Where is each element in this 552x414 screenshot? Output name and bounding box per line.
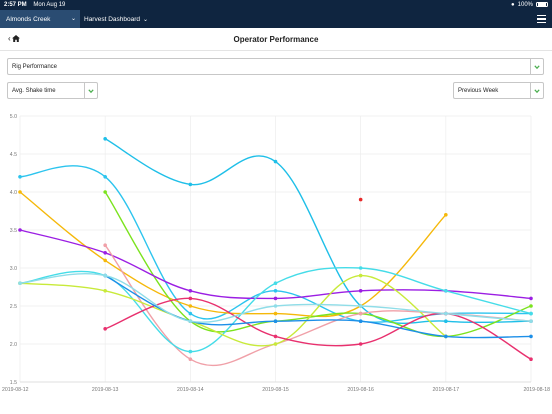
data-point xyxy=(18,281,22,285)
data-point xyxy=(103,289,107,293)
data-point xyxy=(529,304,533,308)
data-point xyxy=(273,159,278,164)
performance-select-value: Rig Performance xyxy=(12,63,58,70)
data-point xyxy=(103,258,107,263)
data-point xyxy=(103,251,107,255)
data-point xyxy=(529,311,533,316)
data-point xyxy=(444,311,448,316)
data-point xyxy=(273,319,278,323)
chevron-down-icon: ⌄ xyxy=(70,15,76,22)
top-nav: Almonds Creek ⌄ Harvest Dashboard ⌄ xyxy=(0,10,552,28)
y-tick-label: 2.0 xyxy=(10,342,17,348)
data-point xyxy=(103,190,107,194)
x-tick-label: 2019-08-12 xyxy=(2,387,29,393)
period-select[interactable]: Previous Week xyxy=(453,82,544,99)
chevron-down-icon xyxy=(84,83,97,98)
data-point xyxy=(188,182,193,187)
data-point xyxy=(273,281,278,285)
battery-icon xyxy=(536,1,548,8)
data-point xyxy=(444,213,448,217)
y-tick-label: 1.5 xyxy=(10,380,17,386)
dashboard-selector[interactable]: Harvest Dashboard ⌄ xyxy=(84,10,148,28)
data-point xyxy=(529,296,533,301)
location-selector[interactable]: Almonds Creek ⌄ xyxy=(0,10,80,28)
chevron-down-icon xyxy=(530,83,543,98)
dashboard-label: Harvest Dashboard xyxy=(84,15,140,23)
data-point xyxy=(529,334,533,339)
data-point xyxy=(358,342,363,346)
data-point xyxy=(103,273,107,278)
data-point xyxy=(273,289,278,293)
page-header: ‹ Operator Performance xyxy=(0,28,552,51)
back-chevron-icon: ‹ xyxy=(8,34,11,43)
data-point xyxy=(358,311,363,316)
y-tick-label: 3.0 xyxy=(10,266,17,272)
data-point xyxy=(273,334,278,339)
metric-select[interactable]: Avg. Shake time xyxy=(7,82,98,99)
data-point xyxy=(358,266,363,270)
data-point xyxy=(188,304,193,308)
data-point xyxy=(273,342,278,346)
data-point xyxy=(188,357,193,361)
data-point xyxy=(273,311,278,316)
status-time: 2:57 PM xyxy=(4,1,27,8)
x-tick-label: 2019-08-16 xyxy=(347,387,374,393)
data-point xyxy=(529,319,533,323)
data-point xyxy=(358,304,363,308)
data-point xyxy=(188,319,193,323)
data-point xyxy=(18,175,22,179)
period-select-value: Previous Week xyxy=(458,87,499,94)
performance-chart: 1.5 2.0 2.5 3.0 3.5 4.0 4.5 5.0 2019-08-12 2019-0… xyxy=(0,108,552,414)
menu-icon[interactable] xyxy=(537,15,546,23)
status-left: 2:57 PM Mon Aug 19 xyxy=(4,2,65,8)
metric-select-value: Avg. Shake time xyxy=(12,87,56,94)
page-title: Operator Performance xyxy=(233,35,319,44)
chart-svg: 1.5 2.0 2.5 3.0 3.5 4.0 4.5 5.0 2019-08-12 2019-0… xyxy=(2,114,550,393)
data-point xyxy=(188,311,193,316)
data-point xyxy=(103,175,107,179)
data-point xyxy=(18,228,22,232)
back-home-button[interactable]: ‹ xyxy=(8,34,20,43)
wifi-icon: ● xyxy=(511,1,515,8)
y-tick-label: 5.0 xyxy=(10,114,17,120)
data-point xyxy=(358,289,363,293)
chevron-down-icon xyxy=(530,59,543,74)
data-point xyxy=(103,327,107,331)
data-point xyxy=(273,304,278,308)
data-point xyxy=(358,319,363,323)
x-tick-label: 2019-08-14 xyxy=(177,387,204,393)
y-tick-label: 3.5 xyxy=(10,228,17,234)
data-point xyxy=(529,357,533,361)
y-tick-label: 2.5 xyxy=(10,304,17,310)
data-point xyxy=(358,273,363,278)
battery-percent: 100% xyxy=(517,1,533,8)
data-point xyxy=(444,319,448,323)
data-point xyxy=(188,289,193,293)
x-tick-label: 2019-08-17 xyxy=(433,387,460,393)
location-label: Almonds Creek xyxy=(6,15,51,23)
series-line xyxy=(104,297,532,360)
data-point xyxy=(103,137,107,141)
data-point xyxy=(444,334,448,339)
data-point xyxy=(188,296,193,301)
status-right: ● 100% xyxy=(511,2,548,8)
data-point xyxy=(103,243,107,247)
chevron-down-icon: ⌄ xyxy=(143,16,149,23)
y-tick-label: 4.0 xyxy=(10,190,17,196)
data-point xyxy=(188,349,193,354)
data-point xyxy=(18,190,22,194)
home-icon xyxy=(11,35,20,42)
data-point xyxy=(358,197,363,202)
data-point xyxy=(444,289,448,293)
series-line xyxy=(19,274,447,347)
y-tick-label: 4.5 xyxy=(10,152,17,158)
x-tick-label: 2019-08-15 xyxy=(262,387,289,393)
status-bar: 2:57 PM Mon Aug 19 ● 100% xyxy=(0,0,552,10)
status-date: Mon Aug 19 xyxy=(33,1,66,8)
x-tick-label: 2019-08-13 xyxy=(92,387,119,393)
data-point xyxy=(273,296,278,301)
performance-select[interactable]: Rig Performance xyxy=(7,58,544,75)
x-tick-label: 2019-08-18 xyxy=(523,387,550,393)
